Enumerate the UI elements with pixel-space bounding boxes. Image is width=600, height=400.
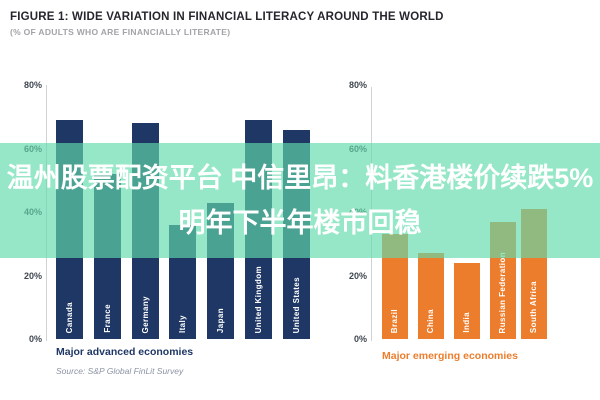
bar-label-china: China	[426, 308, 435, 333]
bar-label-japan: Japan	[215, 307, 225, 333]
advanced-economies-axis-label: Major advanced economies	[56, 346, 194, 358]
bar-label-united-kingdom: United Kingdom	[253, 265, 263, 333]
ytick-label-20: 20%	[23, 270, 42, 281]
ytick-label-80: 80%	[23, 80, 42, 91]
bar-label-italy: Italy	[177, 314, 187, 333]
bar-label-germany: Germany	[140, 295, 150, 333]
bar-label-canada: Canada	[64, 301, 74, 333]
ytick-label-0: 0%	[353, 334, 367, 344]
bar-label-india: India	[462, 312, 471, 333]
bar-label-brazil: Brazil	[390, 308, 399, 333]
ytick-label-20: 20%	[348, 270, 367, 281]
emerging-economies-axis-label: Major emerging economies	[382, 350, 518, 362]
bar-label-france: France	[102, 304, 112, 333]
bar-label-russian-federation: Russian Federation	[498, 251, 507, 333]
bar-india: India	[454, 262, 480, 339]
bar-label-united-states: United States	[291, 276, 301, 333]
figure-subtitle: (% OF ADULTS WHO ARE FINANCIALLY LITERAT…	[10, 27, 231, 37]
ytick-label-0: 0%	[28, 334, 42, 344]
headline-line-1: 温州股票配资平台 中信里昂：料香港楼价续跌5%	[6, 162, 594, 193]
bar-china: China	[418, 253, 444, 339]
ytick-label-80: 80%	[348, 80, 367, 91]
bar-label-south-africa: South Africa	[529, 280, 538, 333]
source-note: Source: S&P Global FinLit Survey	[56, 366, 184, 376]
headline-overlay-banner: 温州股票配资平台 中信里昂：料香港楼价续跌5% 明年下半年楼市回稳	[0, 143, 600, 258]
headline-line-2: 明年下半年楼市回稳	[178, 208, 422, 238]
figure-title: FIGURE 1: WIDE VARIATION IN FINANCIAL LI…	[10, 11, 444, 23]
